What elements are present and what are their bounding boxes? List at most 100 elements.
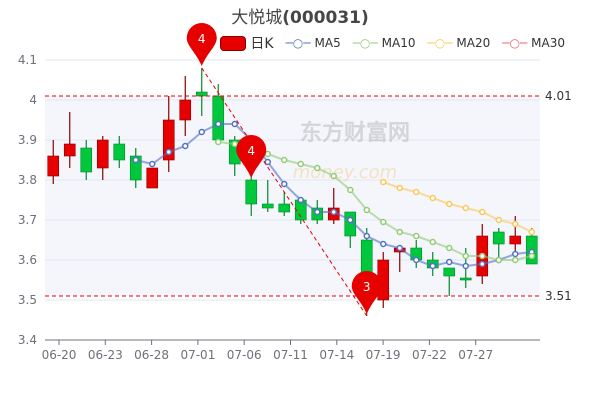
x-tick-label: 06-28: [134, 348, 169, 362]
candle-body: [492, 231, 505, 245]
ma20-point: [380, 178, 387, 186]
ma20-point: [495, 216, 502, 224]
ma5-point: [314, 208, 321, 216]
legend-label: MA30: [531, 36, 565, 50]
stock-code: (000031): [282, 8, 369, 28]
ma5-point: [132, 156, 139, 164]
y-tick-label: 4.1: [18, 53, 37, 67]
mark-point-pin: 3: [351, 271, 382, 314]
pin-icon: [186, 23, 217, 66]
ma10-point: [281, 156, 288, 164]
candle-swatch-icon: [220, 35, 247, 51]
ma10-point: [495, 256, 502, 264]
mark-point-pin: 4: [186, 23, 217, 66]
legend-item-ma5[interactable]: ─○─ MA5: [286, 36, 341, 50]
ma10-point: [413, 232, 420, 240]
ma5-point: [182, 142, 189, 150]
legend-item-dayk[interactable]: 日K: [220, 33, 274, 53]
y-tick-label: 3.8: [18, 173, 37, 187]
pin-icon: [236, 134, 267, 178]
candle-body: [80, 147, 93, 173]
ma10-point: [314, 164, 321, 172]
line-circle-icon: ─○─: [502, 36, 528, 50]
candle-body: [278, 203, 291, 213]
mark-point-label: 3: [363, 280, 371, 294]
candle-body: [96, 139, 109, 169]
ma20-point: [512, 220, 519, 228]
candle-body: [113, 143, 126, 161]
ma10-point: [363, 206, 370, 214]
candle-body: [195, 91, 208, 97]
ma5-point: [264, 158, 271, 166]
line-circle-icon: ─○─: [285, 36, 311, 50]
legend: 日K ─○─ MA5 ─○─ MA10 ─○─ MA20 ─○─ MA30: [0, 33, 565, 53]
x-tick-label: 06-20: [42, 348, 77, 362]
ma5-point: [215, 120, 222, 128]
ma10-point: [479, 252, 486, 260]
candle-body: [63, 143, 76, 157]
x-tick-label: 07-27: [458, 348, 493, 362]
legend-item-ma10[interactable]: ─○─ MA10: [353, 36, 416, 50]
ma20-point: [413, 188, 420, 196]
ma5-point: [281, 180, 288, 188]
candle-body: [47, 155, 60, 177]
x-tick-label: 06-23: [88, 348, 123, 362]
ma20-point: [479, 208, 486, 216]
candle-body: [212, 95, 225, 141]
ma5-point: [330, 208, 337, 216]
mark-line-label: 3.51: [545, 289, 572, 303]
ma20-point: [528, 228, 535, 236]
mark-point-pin: 4: [236, 134, 267, 178]
candle-body: [179, 99, 192, 121]
watermark-text: 东方财富网: [300, 120, 410, 146]
x-tick-label: 07-19: [366, 348, 401, 362]
ma5-point: [231, 120, 238, 128]
x-tick-label: 07-22: [412, 348, 447, 362]
y-tick-label: 3.5: [18, 293, 37, 307]
chart-title: 大悦城(000031): [0, 3, 600, 28]
y-tick-label: 4: [29, 93, 37, 107]
candle-body: [509, 235, 522, 245]
ma10-point: [215, 138, 222, 146]
pin-icon: [351, 271, 382, 314]
ma20-point: [396, 184, 403, 192]
x-tick-label: 07-01: [180, 348, 215, 362]
ma5-point: [363, 232, 370, 240]
mark-point-label: 4: [198, 32, 206, 46]
ma20-point: [429, 194, 436, 202]
mark-line-label: 4.01: [545, 89, 572, 103]
legend-item-ma20[interactable]: ─○─ MA20: [427, 36, 490, 50]
y-tick-label: 3.4: [18, 333, 37, 347]
ma10-point: [347, 186, 354, 194]
ma10-point: [446, 244, 453, 252]
ma10-point: [528, 252, 535, 260]
stock-name: 大悦城: [231, 8, 283, 28]
candle-body: [162, 119, 175, 161]
ma10-point: [297, 160, 304, 168]
mark-point-label: 4: [247, 144, 255, 158]
candle-body: [459, 277, 472, 281]
candle-body: [129, 155, 142, 181]
legend-label: 日K: [250, 36, 274, 52]
y-tick-label: 3.9: [18, 133, 37, 147]
candle-body: [443, 267, 456, 277]
line-circle-icon: ─○─: [352, 36, 378, 50]
ma5-point: [380, 240, 387, 248]
candle-body: [146, 167, 159, 189]
candle-body: [261, 203, 274, 209]
ma10-point: [512, 256, 519, 264]
ma5-point: [347, 216, 354, 224]
ma10-point: [330, 172, 337, 180]
x-tick-label: 07-14: [319, 348, 354, 362]
ma5-point: [446, 258, 453, 266]
legend-label: MA5: [314, 36, 341, 50]
ma5-point: [165, 148, 172, 156]
ma5-point: [149, 160, 156, 168]
ma5-point: [297, 196, 304, 204]
legend-item-ma30[interactable]: ─○─ MA30: [502, 36, 565, 50]
y-tick-label: 3.7: [18, 213, 37, 227]
ma10-point: [396, 228, 403, 236]
ma5-point: [512, 250, 519, 258]
ma10-point: [429, 238, 436, 246]
legend-label: MA10: [381, 36, 416, 50]
